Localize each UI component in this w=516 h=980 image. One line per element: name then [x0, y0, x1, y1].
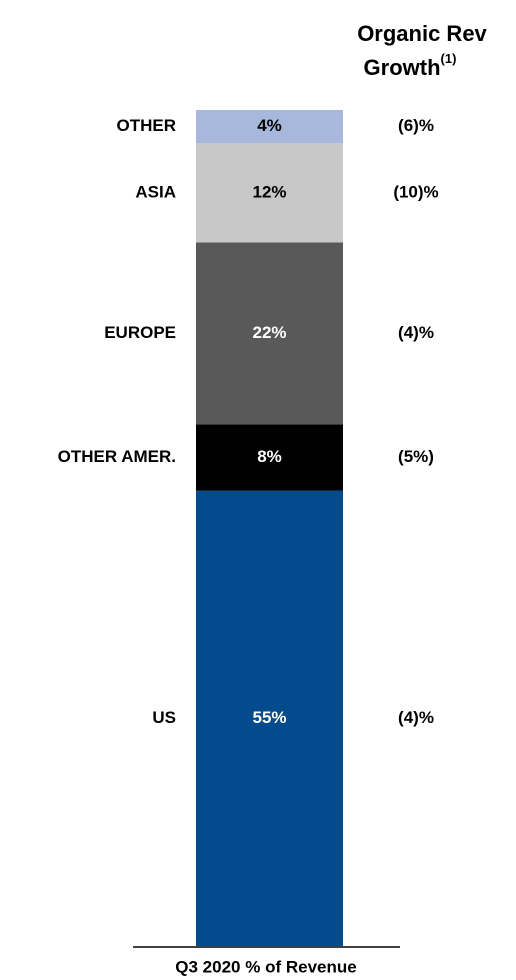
bar-segment: [196, 110, 343, 144]
segment-label: US: [152, 708, 176, 727]
growth-header: Organic Rev: [357, 21, 487, 46]
segment-label: OTHER AMER.: [58, 447, 176, 466]
bar-segment: [196, 490, 343, 946]
growth-header: Growth(1): [364, 51, 457, 79]
segment-label: ASIA: [135, 182, 176, 201]
bar-segment: [196, 242, 343, 425]
growth-label: (4)%: [398, 323, 434, 342]
data-label: 12%: [252, 182, 286, 201]
segment-label: EUROPE: [104, 323, 176, 342]
bar-segment: [196, 143, 343, 243]
bar-segment: [196, 424, 343, 491]
growth-label: (6)%: [398, 116, 434, 135]
data-label: 55%: [252, 708, 286, 727]
growth-label: (10)%: [393, 182, 438, 201]
growth-label: (4)%: [398, 708, 434, 727]
x-axis-label: Q3 2020 % of Revenue: [175, 957, 356, 976]
segment-label: OTHER: [117, 116, 177, 135]
data-label: 22%: [252, 323, 286, 342]
footnote-marker: (1): [441, 51, 457, 66]
data-label: 8%: [257, 447, 282, 466]
growth-header: Growth: [364, 55, 441, 80]
growth-label: (5%): [398, 447, 434, 466]
data-label: 4%: [257, 116, 282, 135]
